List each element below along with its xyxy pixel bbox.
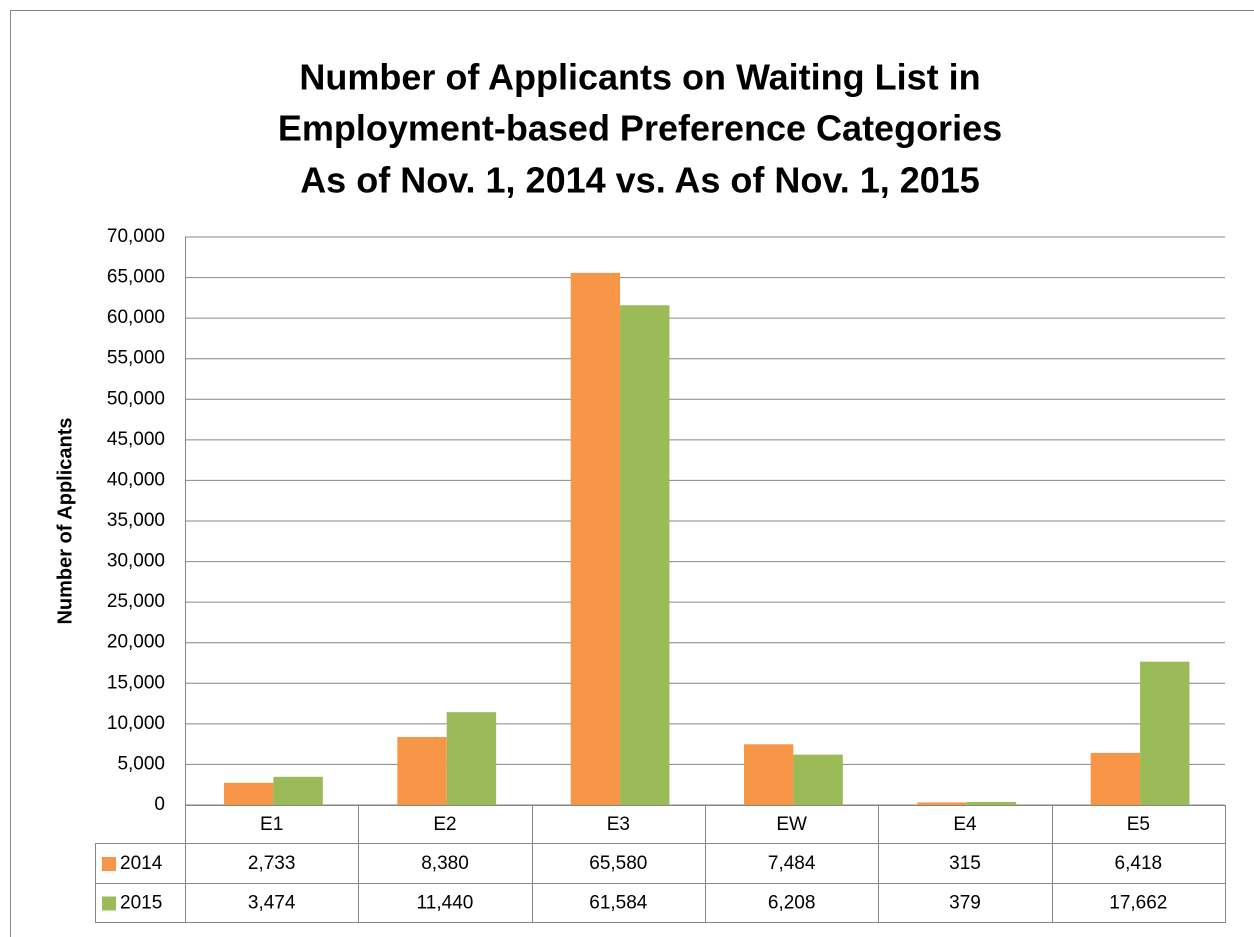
legend-label: 2015 (120, 893, 162, 914)
legend-swatch (102, 896, 116, 911)
y-tick-label: 10,000 (107, 713, 165, 734)
y-axis-label: Number of Applicants (54, 417, 76, 624)
y-tick-label: 35,000 (107, 510, 165, 531)
legend-label: 2014 (120, 853, 163, 874)
data-label: 65,580 (589, 853, 647, 874)
x-tick-label: EW (776, 814, 807, 835)
y-tick-label: 5,000 (117, 753, 165, 774)
bar (620, 305, 670, 805)
data-label: 17,662 (1109, 893, 1167, 914)
data-label: 6,418 (1115, 853, 1163, 874)
bar (744, 744, 794, 805)
y-tick-label: 20,000 (107, 632, 165, 653)
bar (1140, 661, 1190, 805)
data-label: 2,733 (248, 853, 296, 874)
data-label: 61,584 (589, 893, 648, 914)
bar (793, 754, 843, 805)
data-label: 315 (949, 853, 981, 874)
y-tick-label: 60,000 (107, 307, 165, 328)
bar (1090, 752, 1141, 805)
data-label: 7,484 (768, 853, 816, 874)
y-tick-label: 70,000 (107, 226, 165, 247)
bar (917, 802, 967, 805)
y-tick-label: 40,000 (107, 469, 165, 490)
y-tick-label: 25,000 (107, 591, 165, 612)
bar (570, 272, 621, 806)
data-label: 8,380 (421, 853, 469, 874)
y-tick-label: 15,000 (107, 672, 165, 693)
y-tick-label: 30,000 (107, 551, 165, 572)
data-label: 379 (949, 893, 981, 914)
y-tick-label: 50,000 (107, 388, 165, 409)
chart-title: Employment-based Preference Categories (278, 108, 1002, 149)
x-tick-label: E3 (607, 814, 630, 835)
data-label: 11,440 (417, 893, 474, 914)
bar (224, 782, 274, 805)
legend-swatch (102, 857, 116, 871)
x-tick-label: E2 (433, 814, 456, 835)
y-tick-label: 0 (154, 794, 165, 815)
bar (273, 776, 323, 805)
x-tick-label: E4 (953, 814, 977, 835)
y-tick-label: 45,000 (107, 429, 165, 450)
bar (446, 712, 497, 805)
x-tick-label: E1 (260, 814, 283, 835)
y-tick-label: 55,000 (107, 348, 165, 369)
data-label: 3,474 (248, 893, 296, 914)
bar (397, 737, 447, 805)
data-label: 6,208 (768, 893, 816, 914)
chart-title: As of Nov. 1, 2014 vs. As of Nov. 1, 201… (300, 160, 980, 201)
bar (966, 801, 1017, 805)
x-tick-label: E5 (1127, 814, 1150, 835)
chart-title: Number of Applicants on Waiting List in (299, 57, 980, 98)
y-tick-label: 65,000 (107, 267, 165, 288)
